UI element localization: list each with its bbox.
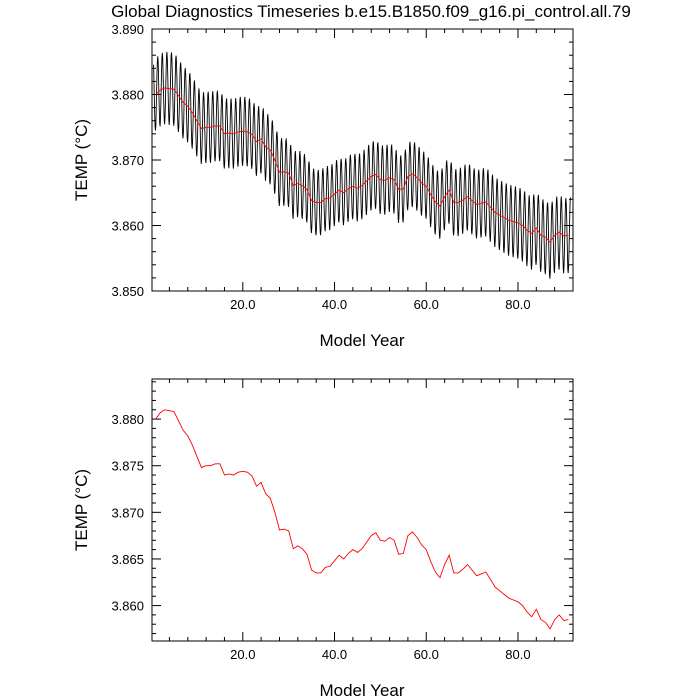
top-x-tick-label: 40.0 [322, 297, 347, 312]
top-x-tick-label: 80.0 [505, 297, 530, 312]
bottom-panel-plot-frame [151, 378, 574, 642]
top-x-tick-label: 60.0 [414, 297, 439, 312]
bottom-panel-x-axis-label: Model Year [319, 681, 404, 700]
bottom-y-tick-label: 3.860 [111, 599, 144, 614]
bottom-panel-ticks [152, 379, 573, 641]
bottom-panel-y-tick-labels: 3.860 3.865 3.870 3.875 3.880 [111, 412, 144, 613]
bottom-panel-y-axis-label: TEMP (°C) [72, 469, 91, 551]
bottom-x-tick-label: 60.0 [414, 647, 439, 662]
bottom-series-annual-mean-line [155, 409, 569, 630]
top-panel-y-axis-label: TEMP (°C) [72, 119, 91, 201]
bottom-panel-series [155, 409, 569, 630]
top-panel-y-tick-labels: 3.850 3.860 3.870 3.880 3.890 [111, 22, 144, 299]
bottom-panel: 3.860 3.865 3.870 3.875 3.880 20.0 40.0 60.0 80… [72, 378, 574, 700]
bottom-x-tick-label: 20.0 [230, 647, 255, 662]
bottom-panel-x-tick-labels: 20.0 40.0 60.0 80.0 [230, 647, 530, 662]
bottom-y-tick-label: 3.875 [111, 459, 144, 474]
top-y-tick-label: 3.850 [111, 284, 144, 299]
top-panel-x-tick-labels: 20.0 40.0 60.0 80.0 [230, 297, 530, 312]
bottom-x-tick-label: 80.0 [505, 647, 530, 662]
top-panel-plot-frame [151, 28, 574, 292]
top-panel: Global Diagnostics Timeseries b.e15.B185… [72, 2, 631, 350]
top-x-tick-label: 20.0 [230, 297, 255, 312]
top-y-tick-label: 3.880 [111, 88, 144, 103]
chart-title: Global Diagnostics Timeseries b.e15.B185… [111, 2, 631, 21]
bottom-y-tick-label: 3.880 [111, 412, 144, 427]
top-y-tick-label: 3.860 [111, 219, 144, 234]
top-panel-x-axis-label: Model Year [319, 331, 404, 350]
bottom-y-tick-label: 3.865 [111, 552, 144, 567]
bottom-y-tick-label: 3.870 [111, 505, 144, 520]
top-y-tick-label: 3.890 [111, 22, 144, 37]
top-y-tick-label: 3.870 [111, 153, 144, 168]
top-series-annual-mean-line [155, 87, 569, 243]
top-panel-series [153, 51, 571, 279]
bottom-x-tick-label: 40.0 [322, 647, 347, 662]
